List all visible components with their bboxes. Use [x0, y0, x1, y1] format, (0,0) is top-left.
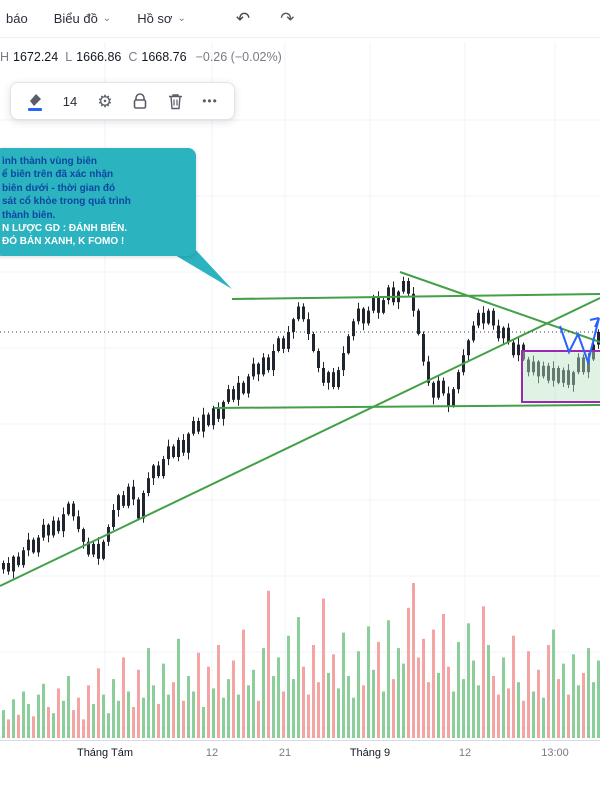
menu-chart-label: Biểu đồ — [53, 11, 98, 26]
lock-icon — [133, 92, 147, 109]
note-line: biên dưới - thời gian đó — [2, 182, 116, 194]
delete-button[interactable] — [161, 87, 189, 115]
high-value: 1672.24 — [13, 50, 59, 64]
time-tick: 21 — [278, 747, 292, 759]
low-label: L — [65, 50, 73, 64]
redo-button[interactable]: ↷ — [280, 8, 295, 28]
note-line: sát cổ khỏe trong quá trình — [2, 196, 131, 208]
trash-icon — [168, 93, 182, 109]
time-tick: Tháng 9 — [349, 747, 391, 759]
time-tick: 13:00 — [541, 747, 569, 759]
top-toolbar: báo Biểu đồ ⌄ Hồ sơ ⌄ ↶ ↷ — [0, 0, 600, 38]
more-options-button[interactable]: ••• — [196, 87, 224, 115]
low-value: 1666.86 — [76, 50, 122, 64]
paint-brush-icon — [28, 93, 42, 111]
close-label: C — [128, 50, 138, 64]
settings-button[interactable]: ⚙ — [91, 87, 119, 115]
note-line: ể biên trên đã xác nhận — [2, 169, 114, 181]
menu-profile-label: Hồ sơ — [137, 11, 173, 26]
price-chart[interactable] — [0, 0, 600, 740]
close-value: 1668.76 — [141, 50, 187, 64]
time-tick: 12 — [458, 747, 472, 759]
menu-profile[interactable]: Hồ sơ ⌄ — [137, 11, 186, 26]
format-brush-button[interactable] — [21, 87, 49, 115]
time-axis[interactable]: Tháng Tám 12 21 Tháng 9 12 13:00 — [0, 740, 600, 767]
time-tick: Tháng Tám — [76, 747, 134, 759]
chevron-down-icon: ⌄ — [177, 12, 186, 24]
note-line: ĐỎ BÁN XANH, K FOMO ! — [2, 236, 125, 248]
note-line: N LƯỢC GD : ĐÁNH BIÊN. — [2, 223, 128, 235]
change-value: −0.26 (−0.02%) — [195, 50, 282, 64]
note-annotation[interactable]: ình thành vùng biên ể biên trên đã xác nh… — [0, 148, 196, 256]
ohlc-legend: H 1672.24 L 1666.86 C 1668.76 −0.26 (−0.… — [0, 50, 282, 64]
note-line: ình thành vùng biên — [2, 156, 97, 167]
gear-icon: ⚙ — [97, 91, 113, 111]
font-size-button[interactable]: 14 — [56, 87, 84, 115]
chevron-down-icon: ⌄ — [102, 12, 112, 24]
high-label: H — [0, 50, 10, 64]
time-tick: 12 — [205, 747, 219, 759]
note-line: thành biên. — [2, 209, 56, 221]
lock-button[interactable] — [126, 87, 154, 115]
undo-button[interactable]: ↶ — [235, 8, 251, 28]
drawing-toolbar: 14 ⚙ ••• — [10, 82, 235, 120]
menu-alerts[interactable]: báo — [6, 11, 28, 26]
menu-chart[interactable]: Biểu đồ ⌄ — [54, 11, 111, 26]
